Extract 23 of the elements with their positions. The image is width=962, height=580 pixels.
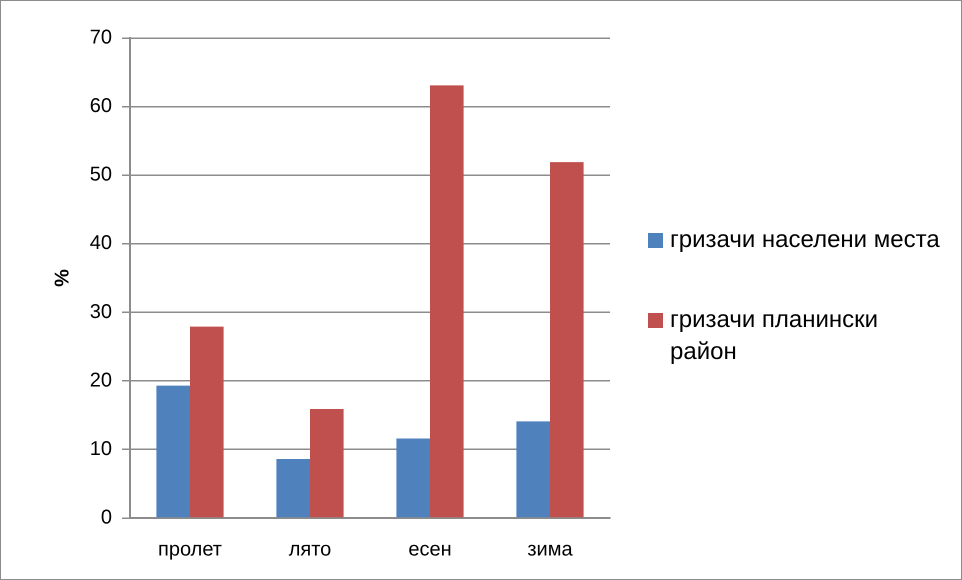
bar [516, 421, 550, 518]
x-tick-label: есен [408, 538, 452, 561]
y-tick-label: 60 [90, 95, 112, 118]
y-axis-title: % [52, 268, 74, 287]
y-tick-label: 50 [90, 164, 112, 186]
y-tick-label: 30 [90, 300, 112, 323]
y-tick-label: 10 [90, 438, 112, 460]
bar [156, 386, 190, 518]
y-tick-label: 0 [100, 506, 112, 529]
bar [396, 438, 430, 518]
bar [310, 408, 344, 518]
bar [190, 326, 224, 518]
legend-label: гризачи населени места [670, 225, 940, 255]
x-tick-label: лято [288, 538, 332, 561]
bar [430, 85, 464, 518]
bar [276, 459, 310, 518]
y-tick-label: 40 [90, 232, 112, 254]
legend-label: гризачи планински район [670, 305, 880, 367]
y-tick-label: 20 [90, 369, 112, 392]
y-tick-label: 70 [90, 26, 112, 49]
x-tick-label: пролет [158, 538, 222, 561]
bar [550, 162, 584, 518]
x-tick-label: зима [527, 538, 574, 561]
